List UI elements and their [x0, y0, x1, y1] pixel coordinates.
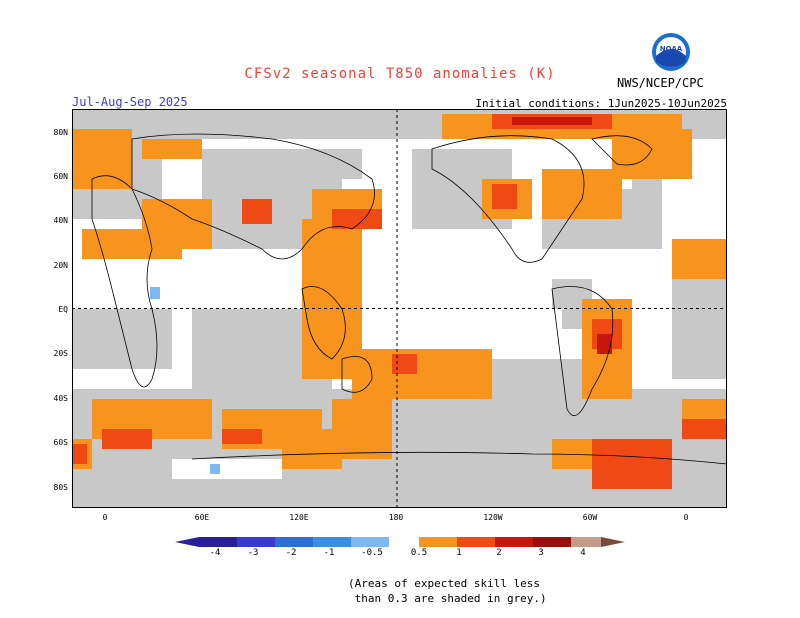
colorbar-label: -1	[323, 548, 335, 558]
colorbar-label: -4	[209, 548, 221, 558]
lon-label-120e: 120E	[289, 513, 309, 522]
colorbar-label: -3	[247, 548, 259, 558]
colorbar-arrow-left	[175, 537, 199, 547]
initial-conditions-label: Initial conditions: 1Jun2025-10Jun2025	[475, 97, 727, 110]
cold-anomaly-areas	[150, 287, 220, 474]
anomaly-map	[72, 109, 727, 508]
map-frame	[72, 109, 727, 508]
colorbar	[175, 537, 625, 547]
lon-label-180: 180	[388, 513, 404, 522]
colorbar-segment	[419, 537, 457, 547]
lat-label-80n: 80N	[53, 128, 68, 137]
lon-label-60e: 60E	[194, 513, 210, 522]
colorbar-segment	[389, 537, 419, 547]
colorbar-segment	[351, 537, 389, 547]
lat-label-80s: 80S	[53, 483, 68, 492]
lat-label-60s: 60S	[53, 438, 68, 447]
agency-label: NWS/NCEP/CPC	[617, 76, 704, 90]
lat-label-40s: 40S	[53, 394, 68, 403]
very-strong-warm-anomaly-areas	[512, 117, 612, 354]
colorbar-segment	[457, 537, 495, 547]
coastlines	[91, 133, 727, 465]
skill-footnote-line: than 0.3 are shaded in grey.)	[348, 592, 547, 605]
lon-label-0: 0	[102, 513, 108, 522]
colorbar-segment	[571, 537, 601, 547]
colorbar-segment	[275, 537, 313, 547]
lat-label-20n: 20N	[53, 261, 68, 270]
lat-label-60n: 60N	[53, 172, 68, 181]
season-label: Jul-Aug-Sep 2025	[72, 95, 188, 109]
skill-footnote: (Areas of expected skill less than 0.3 a…	[348, 576, 547, 606]
lat-label-40n: 40N	[53, 216, 68, 225]
colorbar-label: -2	[285, 548, 297, 558]
colorbar-label: 1	[456, 548, 462, 558]
colorbar-arrow-right	[601, 537, 625, 547]
lat-label-eq: EQ	[58, 305, 68, 314]
colorbar-label: 3	[538, 548, 544, 558]
skill-footnote-line: (Areas of expected skill less	[348, 577, 541, 590]
colorbar-segment	[199, 537, 237, 547]
colorbar-segment	[495, 537, 533, 547]
colorbar-label: 0.5	[410, 548, 428, 558]
colorbar-segment	[533, 537, 571, 547]
colorbar-label: -0.5	[361, 548, 383, 558]
map-title: CFSv2 seasonal T850 anomalies (K)	[244, 66, 556, 82]
colorbar-segment	[313, 537, 351, 547]
lat-label-20s: 20S	[53, 349, 68, 358]
noaa-logo-icon: NOAA	[652, 33, 690, 71]
lon-label-120w: 120W	[483, 513, 503, 522]
colorbar-label: 4	[580, 548, 586, 558]
colorbar-segment	[237, 537, 275, 547]
lon-label-60w: 60W	[582, 513, 598, 522]
colorbar-label: 2	[496, 548, 502, 558]
lon-label-0-east: 0	[683, 513, 689, 522]
svg-text:NOAA: NOAA	[660, 45, 683, 53]
